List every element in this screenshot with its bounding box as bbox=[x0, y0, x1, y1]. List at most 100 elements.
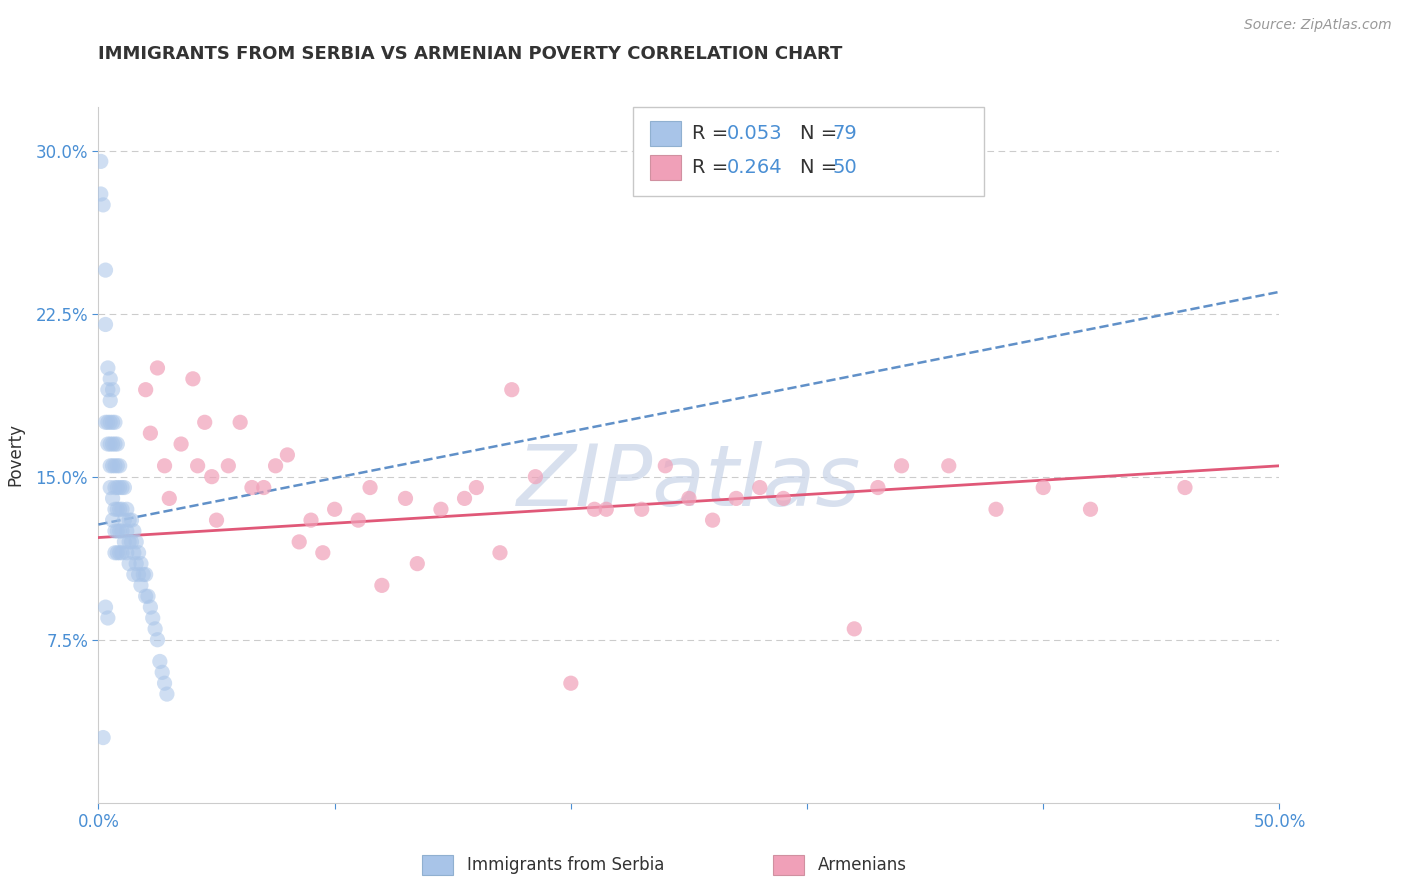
Point bbox=[181, 372, 204, 386]
Y-axis label: Poverty: Poverty bbox=[6, 424, 24, 486]
Point bbox=[394, 491, 416, 506]
Point bbox=[97, 415, 120, 429]
Point bbox=[205, 513, 228, 527]
Point bbox=[125, 535, 148, 549]
Point bbox=[157, 491, 180, 506]
Point bbox=[122, 524, 145, 538]
Point bbox=[101, 491, 124, 506]
Point bbox=[112, 513, 135, 527]
Point bbox=[97, 360, 120, 375]
Point bbox=[984, 502, 1007, 516]
Point bbox=[122, 567, 145, 582]
Point bbox=[347, 513, 370, 527]
Point bbox=[115, 546, 138, 560]
Point bbox=[105, 458, 128, 473]
Point bbox=[201, 469, 224, 483]
Text: N =: N = bbox=[800, 158, 844, 178]
Point bbox=[112, 481, 135, 495]
Point bbox=[359, 481, 381, 495]
Point bbox=[98, 393, 121, 408]
Point bbox=[98, 481, 121, 495]
Point bbox=[156, 687, 179, 701]
Point bbox=[453, 491, 475, 506]
Text: Source: ZipAtlas.com: Source: ZipAtlas.com bbox=[1244, 18, 1392, 32]
Point bbox=[104, 524, 127, 538]
Point bbox=[323, 502, 346, 516]
Point bbox=[101, 458, 124, 473]
Point bbox=[121, 535, 143, 549]
Point bbox=[146, 632, 169, 647]
Point bbox=[125, 557, 148, 571]
Point bbox=[101, 415, 124, 429]
Text: 79: 79 bbox=[832, 124, 858, 144]
Point bbox=[91, 731, 114, 745]
Text: ZIPatlas: ZIPatlas bbox=[517, 442, 860, 524]
Point bbox=[91, 198, 114, 212]
Point bbox=[465, 481, 488, 495]
Text: R =: R = bbox=[692, 158, 734, 178]
Point bbox=[1174, 481, 1197, 495]
Text: R =: R = bbox=[692, 124, 734, 144]
Point bbox=[299, 513, 322, 527]
Point bbox=[371, 578, 394, 592]
Point bbox=[104, 481, 127, 495]
Point bbox=[135, 383, 157, 397]
Text: 50: 50 bbox=[832, 158, 858, 178]
Point bbox=[132, 567, 155, 582]
Point bbox=[264, 458, 287, 473]
Point bbox=[90, 154, 112, 169]
Point bbox=[115, 524, 138, 538]
Point bbox=[94, 600, 117, 615]
Point bbox=[187, 458, 209, 473]
Point bbox=[108, 502, 131, 516]
Point bbox=[108, 524, 131, 538]
Point bbox=[97, 437, 120, 451]
Point bbox=[253, 481, 276, 495]
Point bbox=[866, 481, 889, 495]
Point bbox=[108, 546, 131, 560]
Point bbox=[501, 383, 523, 397]
Point bbox=[654, 458, 676, 473]
Point bbox=[844, 622, 866, 636]
Point bbox=[129, 578, 152, 592]
Point bbox=[143, 622, 166, 636]
Text: Armenians: Armenians bbox=[818, 856, 907, 874]
Point bbox=[94, 415, 117, 429]
Point bbox=[217, 458, 239, 473]
Point bbox=[104, 437, 127, 451]
Text: Immigrants from Serbia: Immigrants from Serbia bbox=[467, 856, 664, 874]
Text: IMMIGRANTS FROM SERBIA VS ARMENIAN POVERTY CORRELATION CHART: IMMIGRANTS FROM SERBIA VS ARMENIAN POVER… bbox=[98, 45, 842, 62]
Point bbox=[115, 502, 138, 516]
Point bbox=[129, 557, 152, 571]
Point bbox=[240, 481, 263, 495]
Point bbox=[1080, 502, 1102, 516]
Point bbox=[98, 415, 121, 429]
Text: N =: N = bbox=[800, 124, 844, 144]
Point bbox=[108, 458, 131, 473]
Point bbox=[121, 513, 143, 527]
Point bbox=[142, 611, 165, 625]
Point bbox=[489, 546, 512, 560]
Point bbox=[108, 481, 131, 495]
Point bbox=[94, 318, 117, 332]
Point bbox=[630, 502, 652, 516]
Point bbox=[583, 502, 606, 516]
Point bbox=[101, 383, 124, 397]
Point bbox=[101, 513, 124, 527]
Point bbox=[312, 546, 335, 560]
Point bbox=[1032, 481, 1054, 495]
Point bbox=[101, 437, 124, 451]
Point bbox=[104, 546, 127, 560]
Point bbox=[105, 546, 128, 560]
Point bbox=[105, 502, 128, 516]
Point bbox=[104, 415, 127, 429]
Point bbox=[111, 546, 134, 560]
Point bbox=[135, 567, 157, 582]
Text: 0.264: 0.264 bbox=[727, 158, 783, 178]
Point bbox=[702, 513, 724, 527]
Point bbox=[136, 589, 159, 603]
Point bbox=[135, 589, 157, 603]
Point bbox=[111, 481, 134, 495]
Point bbox=[560, 676, 582, 690]
Point bbox=[276, 448, 298, 462]
